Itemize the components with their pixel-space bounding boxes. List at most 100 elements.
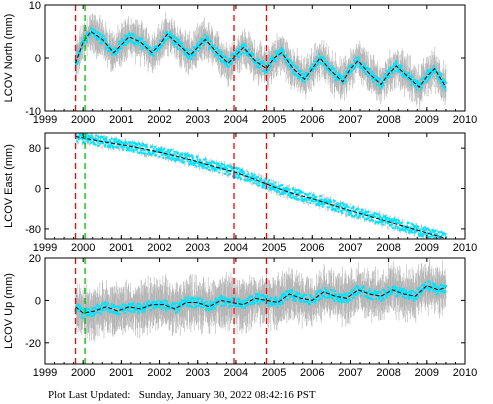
data-point	[212, 166, 215, 169]
data-point	[236, 176, 239, 179]
data-point	[132, 150, 135, 153]
data-point	[182, 303, 185, 306]
data-point	[362, 67, 365, 70]
data-point	[429, 75, 432, 78]
data-point	[231, 167, 234, 170]
data-point	[109, 138, 112, 141]
data-point	[196, 155, 199, 158]
data-point	[166, 305, 169, 308]
data-point	[277, 57, 280, 60]
data-point	[151, 304, 154, 307]
data-point	[209, 165, 212, 168]
data-point	[184, 53, 187, 56]
data-point	[158, 47, 161, 50]
data-point	[324, 67, 327, 70]
data-point	[87, 311, 90, 314]
panel-1: 1999 2000 2001 2002 2003 2004 2005 2006 2007 2008…	[3, 0, 477, 126]
data-point	[143, 149, 146, 152]
data-point	[99, 312, 102, 315]
data-point	[126, 42, 129, 45]
data-point	[251, 52, 254, 55]
data-point	[179, 303, 182, 306]
data-point	[110, 137, 113, 140]
data-point	[362, 70, 365, 73]
data-point	[196, 162, 199, 165]
data-point	[127, 141, 130, 144]
data-point	[364, 72, 367, 75]
data-point	[133, 309, 136, 312]
data-point	[442, 231, 445, 234]
data-point	[218, 51, 221, 54]
data-point	[175, 46, 178, 49]
data-point	[288, 188, 291, 191]
data-point	[337, 71, 340, 74]
data-point	[161, 35, 164, 38]
data-point	[82, 140, 85, 143]
data-point	[134, 144, 137, 147]
data-point	[407, 78, 410, 81]
data-point	[244, 43, 247, 46]
x-tick-label: 1999	[33, 114, 57, 126]
data-point	[230, 63, 233, 66]
data-point	[308, 74, 311, 77]
data-point	[105, 307, 108, 310]
data-point	[173, 303, 176, 306]
data-point	[418, 228, 421, 231]
data-point	[286, 187, 289, 190]
data-point	[161, 149, 164, 152]
data-point	[130, 310, 133, 313]
data-point	[364, 70, 367, 73]
data-point	[262, 186, 265, 189]
data-point	[371, 71, 374, 74]
data-point	[419, 231, 422, 234]
data-point	[167, 32, 170, 35]
data-point	[408, 231, 411, 234]
data-point	[202, 42, 205, 45]
data-point	[104, 143, 107, 146]
data-point	[290, 66, 293, 69]
data-point	[193, 51, 196, 54]
data-point	[345, 70, 348, 73]
data-point	[282, 189, 285, 192]
data-point	[81, 133, 84, 135]
data-point	[290, 192, 293, 195]
data-point	[236, 173, 239, 176]
data-point	[152, 306, 155, 309]
data-point	[414, 230, 417, 233]
data-point	[341, 202, 344, 205]
data-point	[188, 163, 191, 166]
data-point	[416, 80, 419, 83]
data-point	[262, 60, 265, 63]
data-point	[213, 44, 216, 47]
data-point	[404, 75, 407, 78]
data-point	[96, 35, 99, 38]
data-point	[397, 70, 400, 73]
data-point	[367, 210, 370, 213]
data-point	[215, 163, 218, 166]
data-point	[437, 235, 440, 238]
data-point	[202, 162, 205, 165]
data-point	[275, 59, 278, 62]
data-point	[325, 60, 328, 63]
data-point	[343, 203, 346, 206]
data-point	[101, 40, 104, 43]
data-point	[402, 70, 405, 73]
data-point	[184, 154, 187, 157]
data-point	[168, 150, 171, 153]
data-point	[128, 32, 131, 35]
data-point	[289, 67, 292, 70]
data-point	[370, 214, 373, 217]
y-tick-label: 0	[35, 53, 41, 65]
data-point	[118, 139, 121, 142]
data-point	[137, 310, 140, 313]
data-point	[316, 63, 319, 66]
data-point	[166, 156, 169, 159]
data-point	[185, 48, 188, 51]
data-point	[176, 151, 179, 154]
data-point	[299, 70, 302, 73]
data-point	[385, 77, 388, 80]
data-point	[416, 229, 419, 232]
data-point	[339, 75, 342, 78]
data-point	[268, 62, 271, 65]
data-point	[378, 213, 381, 216]
